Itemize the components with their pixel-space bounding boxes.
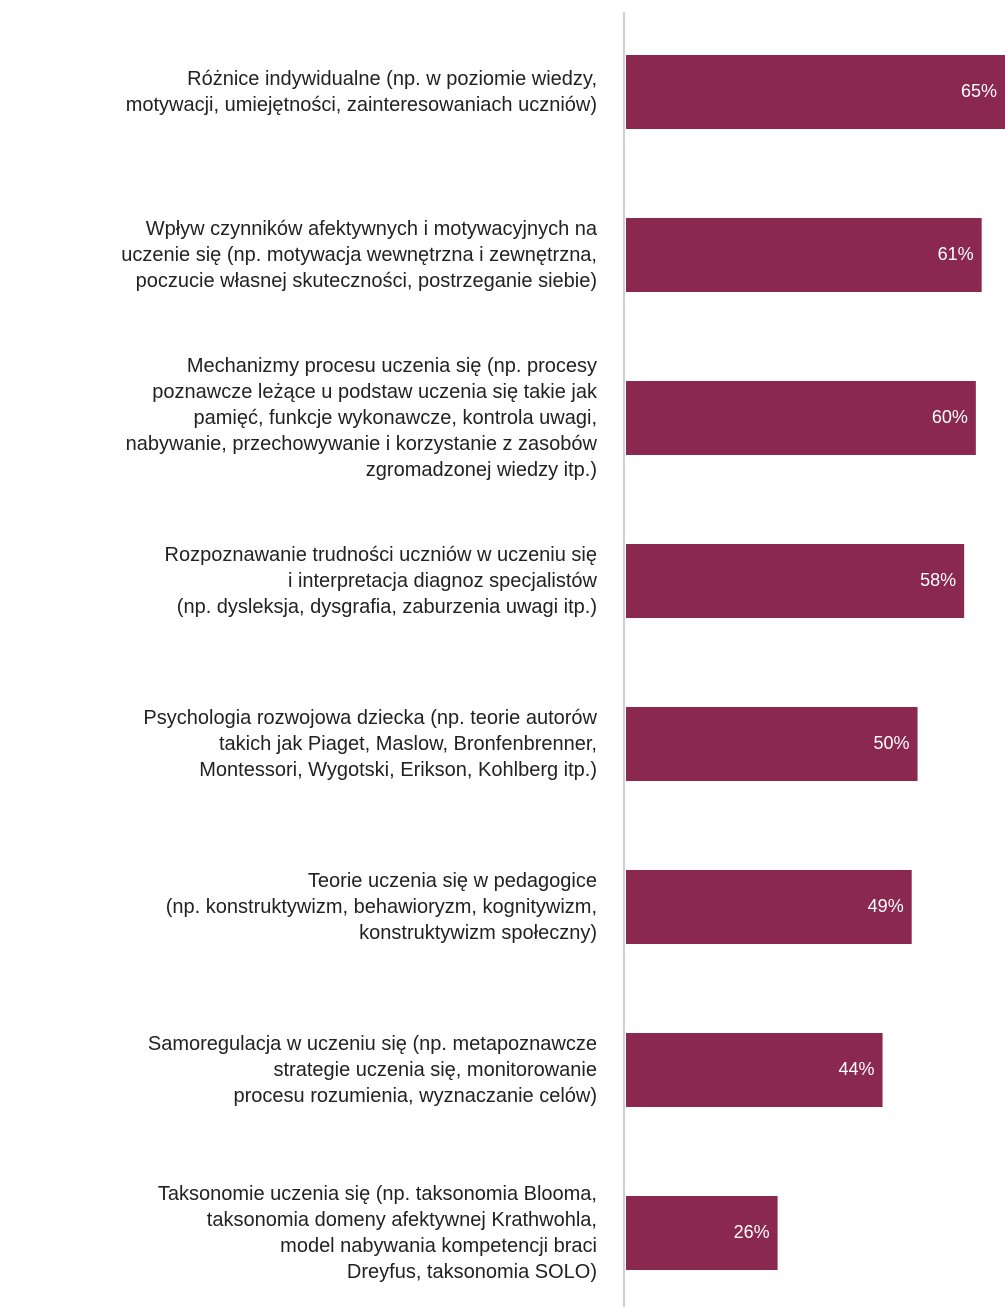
value-label: 26% [734,1222,770,1242]
bar [626,55,1005,129]
bar [626,544,965,618]
bar [626,870,912,944]
category-label: Teorie uczenia się w pedagogice (np. kon… [165,870,597,944]
bar [626,707,918,781]
bar [626,381,976,455]
value-label: 50% [874,733,910,753]
value-label: 58% [920,570,956,590]
category-label: Mechanizmy procesu uczenia się (np. proc… [125,355,597,481]
category-label: Różnice indywidualne (np. w poziomie wie… [125,68,597,116]
value-label: 65% [961,81,997,101]
bar [626,1196,778,1270]
category-label: Wpływ czynników afektywnych i motywacyjn… [121,218,597,292]
value-label: 49% [868,896,904,916]
bar [626,218,982,292]
value-label: 44% [839,1059,875,1079]
bar [626,1033,883,1107]
category-label: Rozpoznawanie trudności uczniów w uczeni… [164,544,597,618]
category-label: Psychologia rozwojowa dziecka (np. teori… [143,707,597,781]
value-label: 60% [932,407,968,427]
category-label: Taksonomie uczenia się (np. taksonomia B… [157,1183,597,1283]
value-label: 61% [938,244,974,264]
category-label: Samoregulacja w uczeniu się (np. metapoz… [147,1033,597,1107]
